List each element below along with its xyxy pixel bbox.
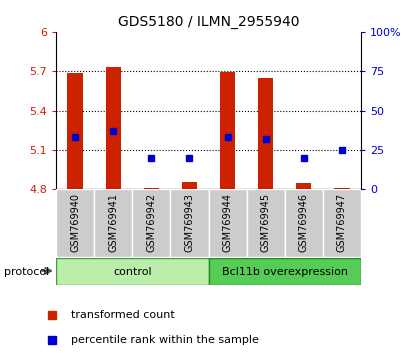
Text: control: control	[113, 267, 151, 277]
Text: GSM769947: GSM769947	[337, 193, 347, 252]
Bar	[132, 189, 171, 257]
Text: GSM769941: GSM769941	[108, 193, 118, 252]
Bar	[171, 189, 209, 257]
Title: GDS5180 / ILMN_2955940: GDS5180 / ILMN_2955940	[118, 16, 299, 29]
Text: protocol: protocol	[4, 267, 49, 277]
Bar	[220, 72, 235, 189]
Text: GSM769944: GSM769944	[222, 193, 232, 252]
Bar	[144, 188, 159, 189]
Bar	[209, 258, 361, 285]
Bar	[285, 189, 323, 257]
Text: transformed count: transformed count	[71, 310, 174, 320]
Bar	[247, 189, 285, 257]
Bar	[296, 183, 312, 189]
Text: Bcl11b overexpression: Bcl11b overexpression	[222, 267, 348, 277]
Bar	[68, 73, 83, 189]
Bar	[105, 67, 121, 189]
Bar	[56, 258, 209, 285]
Bar	[323, 189, 361, 257]
Text: percentile rank within the sample: percentile rank within the sample	[71, 335, 259, 344]
Bar	[182, 182, 197, 189]
Bar	[334, 188, 349, 189]
Bar	[209, 189, 247, 257]
Bar	[94, 189, 132, 257]
Text: GSM769942: GSM769942	[146, 193, 156, 252]
Bar	[258, 79, 273, 189]
Text: GSM769946: GSM769946	[299, 193, 309, 252]
Text: GSM769940: GSM769940	[70, 193, 80, 252]
Bar	[56, 189, 94, 257]
Text: GSM769945: GSM769945	[261, 193, 271, 252]
Text: GSM769943: GSM769943	[185, 193, 195, 252]
